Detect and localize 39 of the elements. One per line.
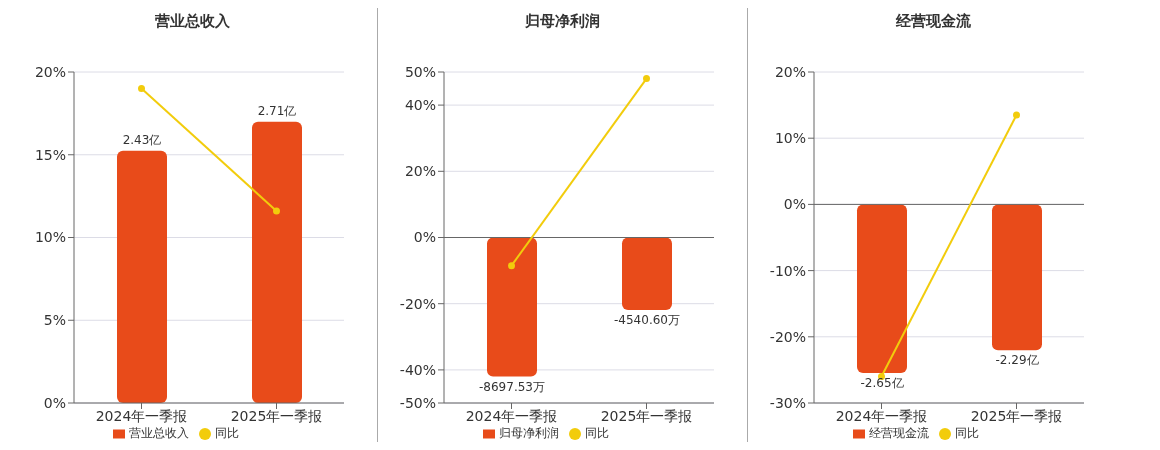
y-tick-label: 40% [404,97,436,114]
y-tick-label: -20% [769,328,806,345]
legend-label: 营业总收入 [129,426,189,440]
y-tick-label: 15% [34,146,66,163]
x-tick-label: 2025年一季报 [600,407,693,424]
y-tick-label: -50% [399,394,436,411]
legend-label: 同比 [215,426,239,440]
y-tick-label: -40% [399,361,436,378]
y-tick-label: 0% [43,394,66,411]
data-label: -2.65亿 [860,376,904,391]
chart-title: 归母净利润 [524,11,601,32]
x-tick-label: 2024年一季报 [95,407,188,424]
y-tick-label: 20% [404,163,436,180]
legend-label: 同比 [585,426,609,440]
data-label: 2.71亿 [257,103,297,118]
x-tick-label: 2024年一季报 [835,407,928,424]
x-tick-label: 2024年一季报 [465,407,558,424]
chart-title: 营业总收入 [154,11,231,32]
data-label: -8697.53万 [479,379,545,394]
y-tick-label: 5% [43,312,66,329]
legend-label: 归母净利润 [499,426,559,440]
y-tick-label: 0% [783,196,806,213]
y-tick-label: 50% [404,63,436,80]
y-tick-label: -30% [769,394,806,411]
y-tick-label: 10% [34,229,66,246]
y-tick-label: 10% [774,130,806,147]
data-label: -4540.60万 [614,313,680,328]
data-label: 2.43亿 [122,132,162,147]
x-tick-label: 2025年一季报 [970,407,1063,424]
y-tick-label: 20% [774,63,806,80]
y-tick-label: 0% [413,229,436,246]
y-tick-label: -10% [769,262,806,279]
y-tick-label: 20% [34,63,66,80]
data-label: -2.29亿 [995,353,1039,368]
chart-title: 经营现金流 [894,11,972,32]
y-tick-label: -20% [399,295,436,312]
legend-label: 经营现金流 [869,426,929,440]
legend-label: 同比 [955,426,979,440]
x-tick-label: 2025年一季报 [230,407,323,424]
